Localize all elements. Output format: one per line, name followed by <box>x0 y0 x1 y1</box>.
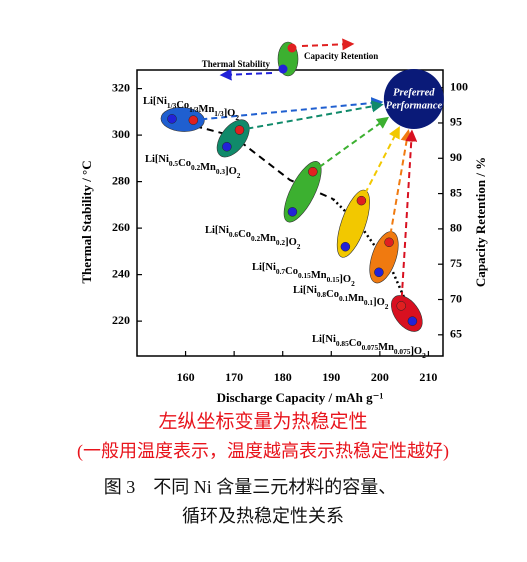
y2-tick-label: 65 <box>450 327 462 341</box>
annotation: 左纵坐标变量为热稳定性 <box>158 410 367 432</box>
material-label: Li[Ni1/3Co1/3Mn1/3]O2 <box>143 96 239 121</box>
legend-arrow <box>301 38 355 51</box>
x-tick-label: 210 <box>419 370 437 384</box>
y2-tick-label: 80 <box>450 221 462 235</box>
y-tick-label: 280 <box>112 173 130 187</box>
y2-tick-label: 100 <box>450 79 468 93</box>
y2-tick-label: 85 <box>450 185 462 199</box>
material-ellipse <box>369 231 399 284</box>
legend: Thermal Stability Capacity Retention <box>202 38 378 81</box>
material-ellipse <box>216 119 250 158</box>
y2-tick-label: 75 <box>450 256 462 270</box>
material-ellipse <box>336 189 370 258</box>
material-ellipse <box>283 161 322 223</box>
x-tick-label: 200 <box>371 370 389 384</box>
data-point <box>384 237 394 248</box>
data-point <box>234 125 245 135</box>
y-tick-label: 260 <box>112 220 130 234</box>
data-point <box>374 267 384 278</box>
caption: 循环及热稳定性关系 <box>182 506 344 526</box>
y-tick-label: 240 <box>112 266 130 280</box>
arrow <box>247 100 384 130</box>
y2-tick-label: 95 <box>450 115 462 129</box>
data-point <box>188 115 199 125</box>
legend-label: Capacity Retention <box>304 51 378 61</box>
y2-tick-label: 70 <box>450 291 462 305</box>
arrow <box>389 129 413 235</box>
material-label: Li[Ni0.7Co0.15Mn0.15]O2 <box>252 262 355 287</box>
data-point <box>407 316 418 326</box>
x-tick-label: 170 <box>225 370 243 384</box>
material-ellipse <box>160 107 205 132</box>
y-tick-label: 300 <box>112 127 130 141</box>
caption: 图 3 不同 Ni 含量三元材料的容量、 <box>104 477 397 497</box>
data-point <box>287 207 298 217</box>
target-circle <box>383 68 444 129</box>
material-label: Li[Ni0.85Co0.075Mn0.075]O2 <box>312 334 426 359</box>
data-point <box>396 301 406 311</box>
legend-label: Thermal Stability <box>202 59 271 69</box>
x-tick-label: 160 <box>177 370 195 384</box>
legend-arrow <box>219 68 273 81</box>
data-point <box>222 141 232 152</box>
material-label: Li[Ni0.5Co0.2Mn0.3]O2 <box>145 154 241 179</box>
data-point <box>356 195 367 206</box>
y2-axis-title: Capacity Retention / % <box>473 157 488 287</box>
data-point <box>340 241 351 252</box>
material-label: Li[Ni0.8Co0.1Mn0.1]O2 <box>293 285 389 310</box>
data-point <box>308 166 318 177</box>
material-label: Li[Ni0.6Co0.2Mn0.2]O2 <box>205 225 301 250</box>
arrow <box>364 126 400 194</box>
target-label: Preferred <box>393 87 435 98</box>
legend-marker <box>278 64 288 74</box>
material-ellipse <box>391 295 423 332</box>
y-tick-label: 220 <box>112 313 130 327</box>
arrow <box>201 97 384 121</box>
annotation: (一般用温度表示，温度越高表示热稳定性越好) <box>77 441 449 462</box>
data-point <box>167 114 177 124</box>
x-tick-label: 190 <box>322 370 340 384</box>
arrow <box>400 129 418 298</box>
x-axis-title: Discharge Capacity / mAh g⁻¹ <box>217 390 384 405</box>
legend-marker <box>287 43 297 53</box>
y2-tick-label: 90 <box>450 150 462 164</box>
target-label: Performance <box>386 100 443 111</box>
arrow <box>318 116 390 168</box>
x-tick-label: 180 <box>274 370 292 384</box>
y-tick-label: 320 <box>112 80 130 94</box>
y-axis-title: Thermal Stability / °C <box>79 160 94 283</box>
